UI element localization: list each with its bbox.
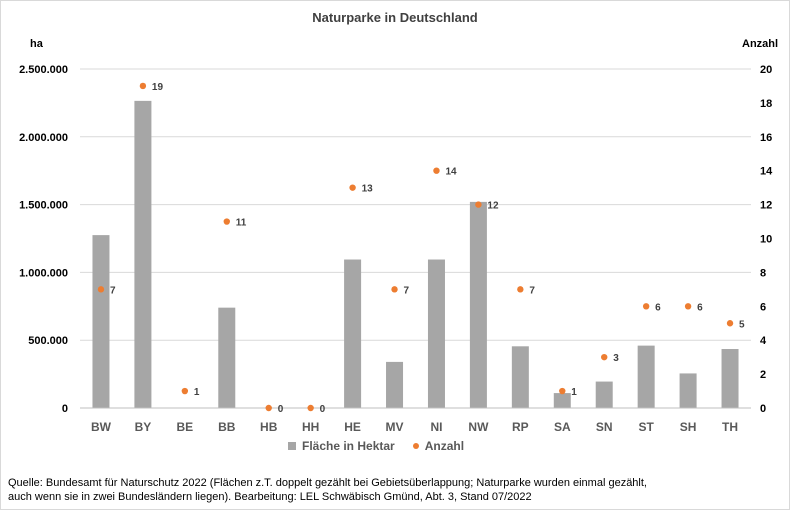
count-point (726, 320, 734, 327)
y-right-tick-label: 20 (760, 64, 772, 76)
y-right-tick-label: 10 (760, 234, 772, 246)
count-point (265, 404, 272, 412)
count-point (181, 387, 189, 395)
bar (427, 259, 445, 408)
bar (637, 345, 655, 408)
bar (679, 373, 697, 408)
legend: Fläche in Hektar Anzahl (288, 439, 482, 453)
y-right-tick-label: 12 (760, 200, 772, 212)
bar (134, 100, 152, 408)
count-point (223, 218, 230, 225)
y-right-tick-label: 4 (760, 335, 767, 347)
count-data-label: 0 (320, 404, 326, 415)
x-tick-label: BW (91, 420, 112, 434)
count-point (97, 286, 105, 293)
count-point (139, 82, 147, 90)
bar (595, 381, 613, 408)
y-left-tick-label: 500.000 (28, 335, 68, 347)
x-tick-label: ST (638, 420, 654, 434)
legend-dot-swatch (412, 443, 419, 449)
count-data-label: 1 (571, 387, 577, 398)
count-data-label: 7 (529, 285, 535, 296)
count-data-label: 0 (278, 404, 284, 415)
count-data-label: 6 (697, 302, 703, 313)
count-point (433, 167, 440, 174)
x-tick-label: NW (468, 420, 489, 434)
x-tick-label: HH (302, 420, 319, 434)
bar (344, 259, 362, 408)
count-point (349, 184, 356, 191)
count-point (475, 201, 482, 208)
y-right-tick-label: 18 (760, 98, 772, 110)
count-data-label: 19 (152, 82, 164, 93)
count-data-label: 12 (487, 201, 499, 212)
x-tick-label: BY (135, 420, 152, 434)
count-point (642, 303, 650, 310)
bar (218, 307, 236, 408)
count-data-label: 14 (445, 167, 457, 178)
y-right-tick-label: 2 (760, 369, 766, 381)
bar (469, 201, 487, 408)
count-point (559, 387, 566, 395)
source-note: Quelle: Bundesamt für Naturschutz 2022 (… (8, 476, 647, 504)
x-tick-label: SN (596, 420, 613, 434)
y-left-tick-label: 1.500.000 (19, 200, 68, 212)
count-point (684, 303, 692, 310)
legend-item-area: Fläche in Hektar (288, 439, 395, 453)
left-axis-unit: ha (30, 38, 43, 50)
y-right-tick-label: 14 (760, 166, 773, 178)
y-left-tick-label: 1.000.000 (19, 267, 68, 279)
right-axis-unit: Anzahl (742, 38, 779, 50)
x-tick-label: RP (512, 420, 529, 434)
y-left-tick-label: 2.500.000 (19, 64, 68, 76)
count-point (517, 286, 524, 293)
bar (553, 393, 571, 408)
y-right-tick-label: 0 (760, 403, 766, 415)
legend-label-count: Anzahl (424, 439, 465, 453)
count-data-label: 1 (194, 387, 200, 398)
bar (721, 349, 739, 408)
legend-bar-swatch (288, 442, 296, 450)
x-tick-label: BB (218, 420, 236, 434)
count-point (601, 353, 608, 361)
count-data-label: 6 (655, 302, 661, 313)
count-point (391, 286, 398, 293)
legend-label-area: Fläche in Hektar (302, 439, 395, 453)
y-left-tick-label: 0 (62, 403, 68, 415)
chart-title: Naturparke in Deutschland (312, 10, 478, 25)
bar (511, 346, 529, 408)
y-right-tick-label: 8 (760, 267, 766, 279)
y-right-tick-label: 16 (760, 132, 772, 144)
x-tick-label: SA (554, 420, 571, 434)
source-line-1: Quelle: Bundesamt für Naturschutz 2022 (… (8, 477, 647, 489)
bar (92, 235, 110, 408)
legend-item-count: Anzahl (412, 439, 465, 453)
x-tick-label: BE (177, 420, 194, 434)
x-tick-label: NI (430, 420, 442, 434)
count-data-label: 3 (613, 353, 619, 364)
count-data-label: 7 (404, 285, 410, 296)
x-tick-label: TH (722, 420, 738, 434)
count-point (307, 404, 314, 412)
x-tick-label: HB (260, 420, 278, 434)
count-data-label: 7 (110, 285, 116, 296)
count-data-label: 11 (236, 218, 247, 229)
x-tick-label: MV (386, 420, 404, 434)
source-line-2: auch wenn sie in zwei Bundesländern lieg… (8, 491, 532, 503)
y-right-tick-label: 6 (760, 301, 766, 313)
count-data-label: 13 (362, 184, 374, 195)
bar (386, 361, 404, 408)
x-tick-label: SH (680, 420, 697, 434)
x-tick-label: HE (344, 420, 361, 434)
count-data-label: 5 (739, 319, 745, 330)
y-left-tick-label: 2.000.000 (19, 132, 68, 144)
